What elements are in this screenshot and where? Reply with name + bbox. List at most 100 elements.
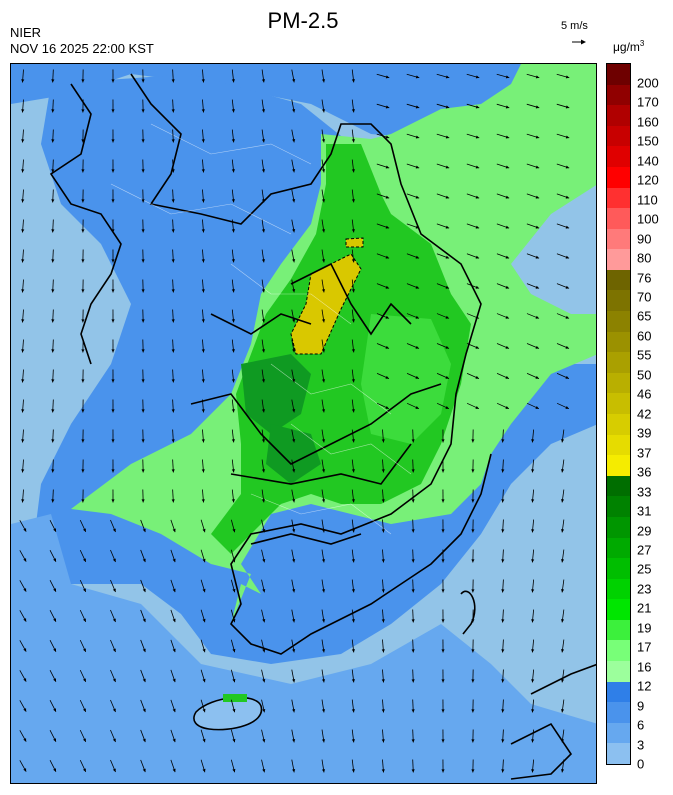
- wind-arrowhead-icon: [560, 769, 565, 773]
- wind-arrowhead-icon: [385, 255, 390, 259]
- colorbar-block: [607, 743, 630, 765]
- wind-arrowhead-icon: [351, 379, 355, 383]
- wind-arrowhead-icon: [565, 135, 570, 139]
- colorbar-tick-label: 76: [637, 270, 652, 286]
- wind-arrowhead-icon: [51, 289, 55, 293]
- wind-arrowhead-icon: [351, 529, 355, 533]
- wind-arrowhead-icon: [441, 499, 445, 503]
- wind-arrowhead-icon: [351, 559, 355, 563]
- wind-arrowhead-icon: [292, 349, 296, 353]
- wind-arrowhead-icon: [261, 109, 266, 113]
- wind-arrowhead-icon: [172, 678, 176, 683]
- wind-arrowhead-icon: [471, 619, 475, 623]
- wind-arrowhead-icon: [171, 289, 175, 293]
- wind-arrowhead-icon: [81, 139, 85, 143]
- wind-arrowhead-icon: [21, 499, 25, 503]
- wind-arrowhead-icon: [53, 708, 56, 712]
- wind-arrowhead-icon: [112, 708, 116, 712]
- wind-arrowhead-icon: [172, 588, 176, 593]
- wind-arrowhead-icon: [501, 769, 505, 773]
- wind-arrowhead-icon: [475, 165, 480, 169]
- wind-arrowhead-icon: [141, 139, 145, 143]
- wind-arrowhead-icon: [351, 679, 355, 683]
- wind-arrowhead-icon: [321, 259, 326, 263]
- wind-arrowhead-icon: [321, 289, 326, 293]
- wind-arrowhead-icon: [321, 499, 326, 503]
- wind-arrowhead-icon: [141, 409, 145, 413]
- wind-arrowhead-icon: [82, 618, 86, 622]
- wind-arrowhead-icon: [381, 649, 385, 653]
- wind-arrowhead-icon: [351, 649, 355, 653]
- wind-arrowhead-icon: [201, 139, 205, 143]
- colorbar-tick-label: 80: [637, 250, 652, 266]
- wind-arrowhead-icon: [112, 678, 116, 682]
- wind-arrowhead-icon: [141, 109, 145, 113]
- wind-arrowhead-icon: [171, 259, 175, 263]
- wind-arrowhead-icon: [202, 588, 206, 593]
- wind-arrowhead-icon: [565, 75, 570, 79]
- wind-arrowhead-icon: [385, 345, 389, 349]
- wind-arrowhead-icon: [172, 618, 176, 623]
- wind-arrowhead-icon: [505, 405, 509, 409]
- wind-arrowhead-icon: [411, 679, 415, 683]
- wind-arrowhead-icon: [202, 528, 206, 533]
- wind-arrowhead-icon: [23, 708, 27, 712]
- wind-arrowhead-icon: [560, 499, 565, 503]
- wind-arrowhead-icon: [231, 499, 235, 503]
- wind-arrowhead-icon: [471, 559, 475, 563]
- wind-arrowhead-icon: [385, 135, 390, 139]
- wind-arrowhead-icon: [501, 589, 505, 593]
- wind-arrowhead-icon: [142, 528, 146, 533]
- wind-arrowhead-icon: [51, 439, 55, 443]
- colorbar-block: [607, 105, 630, 127]
- agency-label: NIER: [10, 25, 42, 40]
- wind-arrowhead-icon: [262, 618, 266, 623]
- wind-arrowhead-icon: [202, 768, 206, 773]
- wind-arrowhead-icon: [560, 709, 565, 713]
- wind-arrowhead-icon: [201, 469, 205, 473]
- wind-arrowhead-icon: [505, 225, 510, 229]
- wind-arrowhead-icon: [441, 679, 445, 683]
- colorbar-block: [607, 331, 630, 353]
- wind-arrowhead-icon: [505, 165, 510, 169]
- colorbar-block: [607, 269, 630, 291]
- wind-arrowhead-icon: [445, 285, 450, 289]
- wind-arrowhead-icon: [111, 199, 115, 203]
- wind-reference-label: 5 m/s: [561, 20, 588, 32]
- wind-arrowhead-icon: [202, 678, 206, 683]
- colorbar-tick-label: 36: [637, 464, 652, 480]
- wind-arrowhead-icon: [385, 165, 390, 169]
- wind-arrowhead-icon: [505, 375, 509, 379]
- wind-arrowhead-icon: [415, 165, 420, 169]
- wind-arrowhead-icon: [351, 439, 355, 443]
- wind-arrowhead-icon: [141, 289, 145, 293]
- wind-arrowhead-icon: [475, 315, 480, 319]
- green-dark-zone-2: [266, 424, 321, 484]
- colorbar-tick-label: 65: [637, 308, 652, 324]
- colorbar-tick-label: 0: [637, 756, 645, 772]
- wind-arrowhead-icon: [81, 409, 85, 413]
- wind-arrowhead-icon: [201, 349, 205, 353]
- wind-arrowhead-icon: [231, 199, 235, 203]
- wind-arrowhead-icon: [381, 559, 385, 563]
- wind-arrowhead-icon: [531, 469, 535, 473]
- wind-arrowhead-icon: [415, 75, 420, 79]
- wind-arrowhead-icon: [411, 499, 415, 503]
- wind-arrowhead-icon: [505, 135, 510, 139]
- wind-arrowhead-icon: [231, 79, 235, 83]
- wind-arrowhead-icon: [501, 619, 505, 623]
- wind-arrowhead-icon: [21, 289, 25, 293]
- wind-arrowhead-icon: [262, 738, 266, 743]
- wind-arrowhead-icon: [292, 259, 296, 263]
- wind-arrowhead-icon: [172, 768, 176, 773]
- wind-arrowhead-icon: [501, 529, 505, 533]
- wind-arrowhead-icon: [262, 768, 266, 773]
- wind-arrowhead-icon: [232, 588, 236, 593]
- wind-arrowhead-icon: [560, 559, 565, 563]
- wind-arrowhead-icon: [201, 109, 205, 113]
- wind-arrowhead-icon: [81, 259, 85, 263]
- wind-arrowhead-icon: [82, 558, 86, 562]
- wind-arrowhead-icon: [531, 769, 535, 773]
- wind-arrowhead-icon: [231, 289, 235, 293]
- colorbar-block: [607, 372, 630, 394]
